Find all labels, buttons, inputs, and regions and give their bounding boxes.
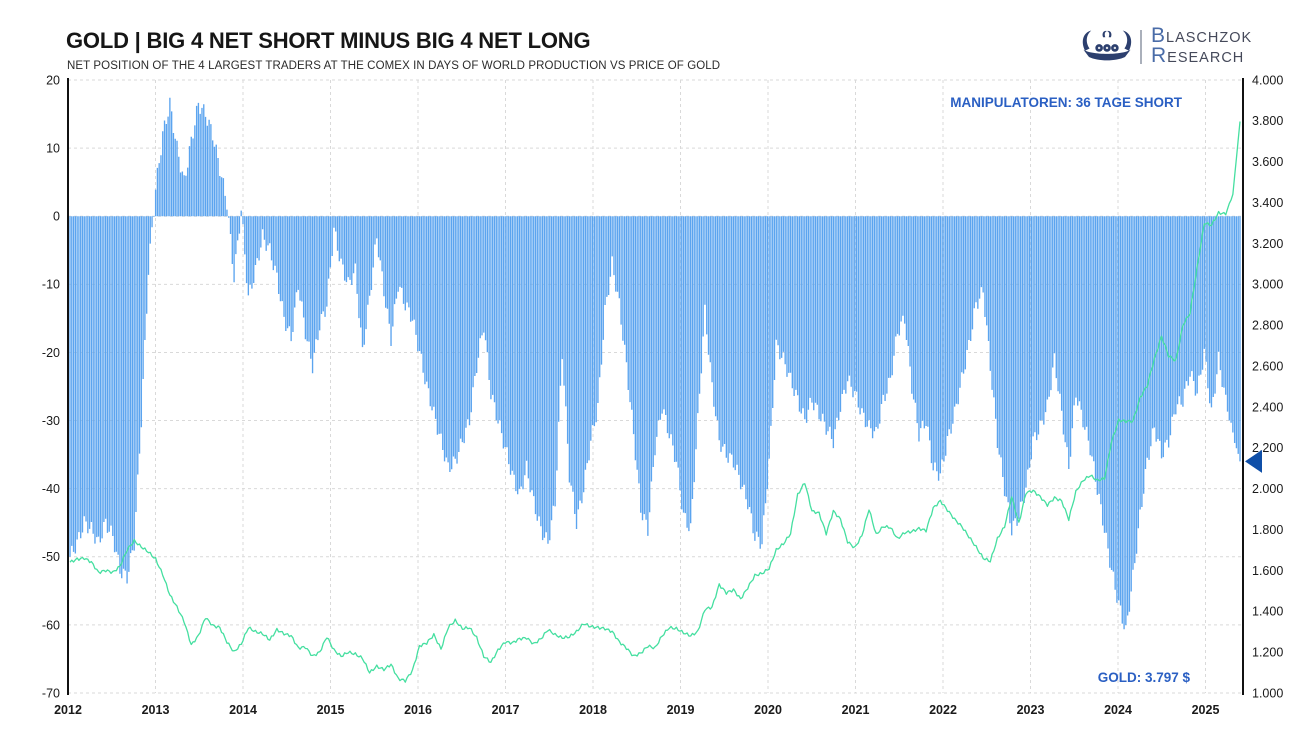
x-axis-tick: 2018 xyxy=(579,703,607,717)
right-axis-tick: 1.000 xyxy=(1252,686,1283,700)
left-axis-tick: 10 xyxy=(46,141,60,155)
right-axis-tick: 1.800 xyxy=(1252,523,1283,537)
gold-price-line xyxy=(69,121,1241,683)
right-axis-tick: 3.600 xyxy=(1252,155,1283,169)
x-axis-tick: 2016 xyxy=(404,703,432,717)
right-axis-tick: 2.600 xyxy=(1252,359,1283,373)
x-axis-tick: 2021 xyxy=(842,703,870,717)
logo-line-1: BLASCHZOK xyxy=(1151,23,1253,47)
x-axis-tick: 2015 xyxy=(317,703,345,717)
x-axis-tick: 2014 xyxy=(229,703,257,717)
right-axis-tick: 3.800 xyxy=(1252,114,1283,128)
x-axis-labels: 2012 2013 2014 2015 2016 2017 2018 2019 2020 2021… xyxy=(54,703,1219,717)
left-axis-tick: 0 xyxy=(53,210,60,224)
x-axis-tick: 2019 xyxy=(667,703,695,717)
current-value-marker-icon xyxy=(1245,449,1262,473)
x-axis-tick: 2020 xyxy=(754,703,782,717)
left-axis-tick: -50 xyxy=(42,550,60,564)
right-axis-tick: 2.800 xyxy=(1252,319,1283,333)
right-axis-tick: 1.400 xyxy=(1252,605,1283,619)
right-axis-tick: 3.200 xyxy=(1252,237,1283,251)
chart-subtitle: NET POSITION OF THE 4 LARGEST TRADERS AT… xyxy=(67,60,721,72)
logo-line-2: RESEARCH xyxy=(1151,43,1245,67)
right-axis-labels: 4.000 3.800 3.600 3.400 3.200 3.000 2.800 2.600… xyxy=(1252,73,1283,700)
left-axis-labels: 20 10 0 -10 -20 -30 -40 -50 -60 -70 xyxy=(42,73,60,700)
brand-logo: BLASCHZOK RESEARCH xyxy=(1080,24,1252,69)
net-position-bars xyxy=(69,97,1241,630)
right-axis-tick: 2.000 xyxy=(1252,482,1283,496)
logo-divider xyxy=(1140,29,1142,64)
right-axis-tick: 3.000 xyxy=(1252,278,1283,292)
left-axis-tick: -20 xyxy=(42,346,60,360)
x-axis-tick: 2013 xyxy=(142,703,170,717)
page-title: GOLD | BIG 4 NET SHORT MINUS BIG 4 NET L… xyxy=(66,28,591,53)
right-axis-tick: 4.000 xyxy=(1252,73,1283,87)
right-axis-tick: 1.200 xyxy=(1252,646,1283,660)
left-axis-tick: -10 xyxy=(42,278,60,292)
x-axis-tick: 2017 xyxy=(492,703,520,717)
x-axis-tick: 2024 xyxy=(1104,703,1132,717)
right-axis-tick: 1.600 xyxy=(1252,564,1283,578)
x-axis-tick: 2012 xyxy=(54,703,82,717)
left-axis-tick: -30 xyxy=(42,414,60,428)
right-axis-tick: 2.400 xyxy=(1252,400,1283,414)
x-axis-tick: 2023 xyxy=(1017,703,1045,717)
net-short-annotation: MANIPULATOREN: 36 TAGE SHORT xyxy=(950,95,1182,110)
right-axis-tick: 3.400 xyxy=(1252,196,1283,210)
left-axis-tick: -70 xyxy=(42,686,60,700)
logo-text: BLASCHZOK RESEARCH xyxy=(1151,27,1252,67)
left-axis-tick: -40 xyxy=(42,482,60,496)
x-axis-tick: 2022 xyxy=(929,703,957,717)
right-axis-tick: 2.200 xyxy=(1252,441,1283,455)
left-axis-tick: 20 xyxy=(46,73,60,87)
left-axis-tick: -60 xyxy=(42,618,60,632)
gold-price-annotation: GOLD: 3.797 $ xyxy=(1097,670,1190,685)
viking-ship-icon xyxy=(1080,24,1134,69)
axis-lines xyxy=(67,78,1244,695)
x-axis-tick: 2025 xyxy=(1192,703,1220,717)
